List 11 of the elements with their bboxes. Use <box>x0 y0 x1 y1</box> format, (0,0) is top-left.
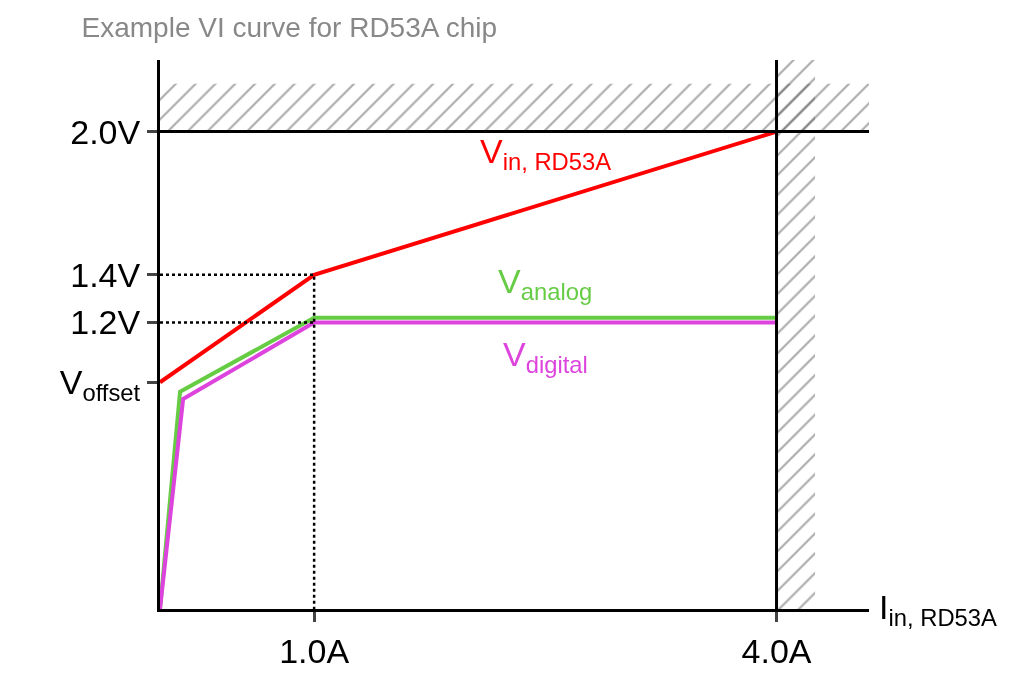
chart-title: Example VI curve for RD53A chip <box>81 11 498 43</box>
y-tick-label: V$_{offset}$ <box>59 363 141 407</box>
y-tick-label: 1.4V <box>70 255 141 294</box>
x-tick-label: 1.0A <box>279 631 350 670</box>
y-tick-label: 1.2V <box>70 303 141 342</box>
series-label: V$_{in, RD53A}$ <box>480 132 612 176</box>
y-tick-label: 2.0V <box>70 112 141 151</box>
x-axis-title: I$_{in, RD53A}$ <box>879 588 998 632</box>
series-label: V$_{analog}$ <box>498 262 593 306</box>
x-tick-label: 4.0A <box>741 631 812 670</box>
series-label: V$_{digital}$ <box>503 335 588 379</box>
